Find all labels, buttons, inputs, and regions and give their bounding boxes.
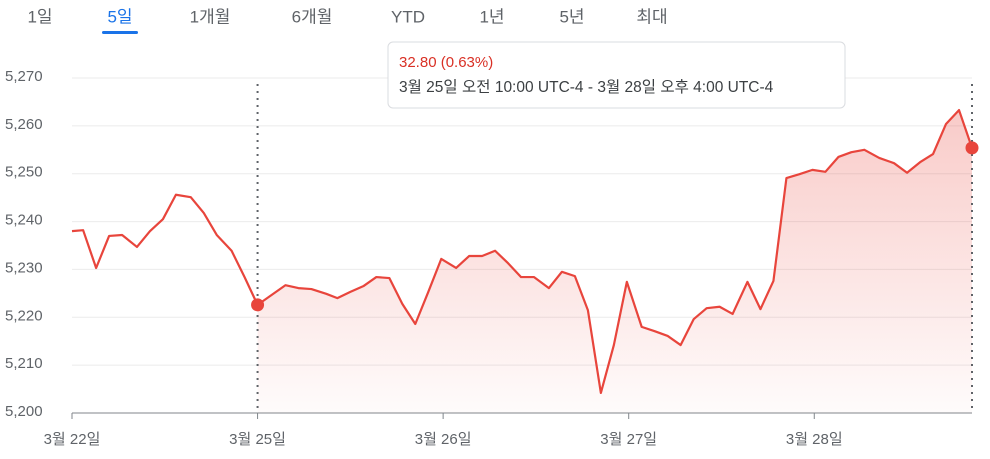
y-tick-label: 5,260 <box>5 116 43 133</box>
x-tick-label: 3월 26일 <box>415 431 472 448</box>
y-tick-label: 5,270 <box>5 68 43 85</box>
range-tab[interactable]: 5일 <box>107 7 132 26</box>
x-tick-label: 3월 28일 <box>786 431 843 448</box>
y-tick-label: 5,210 <box>5 355 43 372</box>
range-tab[interactable]: 1일 <box>27 7 52 26</box>
range-tab[interactable]: 1개월 <box>190 7 231 26</box>
range-tab[interactable]: 6개월 <box>292 7 333 26</box>
price-line <box>71 108 974 394</box>
y-tick-label: 5,250 <box>5 164 43 181</box>
range-tabs: 1일 5일 1개월 6개월 YTD 1년 5년 최대 <box>27 7 668 34</box>
y-tick-label: 5,240 <box>5 212 43 229</box>
tab-underline <box>102 31 138 34</box>
range-tab[interactable]: 최대 <box>636 7 667 26</box>
tooltip: 32.80 (0.63%) 3월 25일 오전 10:00 UTC-4 - 3월… <box>387 41 846 109</box>
y-tick-label: 5,200 <box>5 403 43 420</box>
range-tab[interactable]: YTD <box>391 7 425 26</box>
selection-point <box>965 141 979 155</box>
y-tick-label: 5,230 <box>5 259 43 276</box>
tooltip-box <box>387 41 846 109</box>
x-tick-label: 3월 22일 <box>44 431 101 448</box>
selection-area <box>257 110 972 414</box>
range-tab[interactable]: 1년 <box>479 7 504 26</box>
plot: 5,200 5,210 5,220 5,230 5,240 5,250 5,260 5,270… <box>5 68 979 448</box>
selection-point <box>251 298 265 312</box>
range-tab[interactable]: 5년 <box>559 7 584 26</box>
tooltip-range: 3월 25일 오전 10:00 UTC-4 - 3월 28일 오후 4:00 U… <box>399 78 774 96</box>
y-tick-label: 5,220 <box>5 307 43 324</box>
x-tick-label: 3월 25일 <box>229 431 286 448</box>
x-tick-label: 3월 27일 <box>600 431 657 448</box>
tooltip-change: 32.80 (0.63%) <box>399 54 493 71</box>
